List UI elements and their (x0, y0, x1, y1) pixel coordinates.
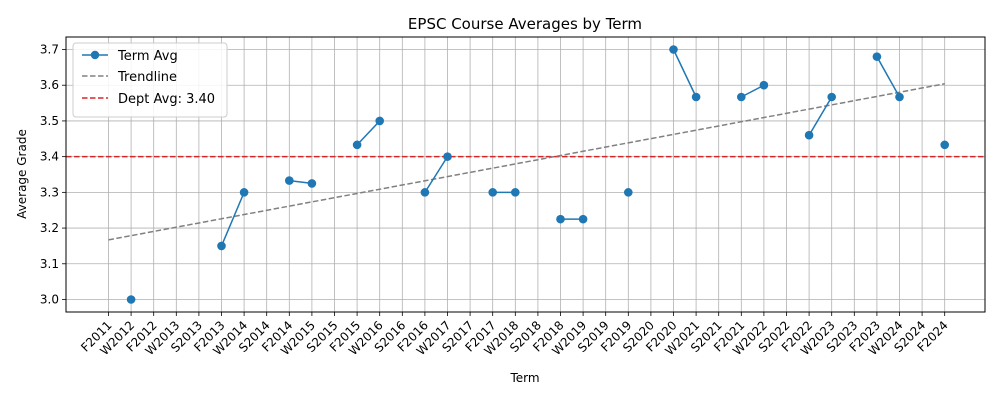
data-point (511, 188, 520, 197)
data-point (217, 241, 226, 251)
data-point (239, 188, 249, 197)
data-point (578, 214, 588, 224)
data-point (827, 92, 836, 102)
y-tick-label: 3.4 (40, 150, 59, 164)
plot-frame (65, 36, 986, 313)
data-point (895, 92, 904, 102)
data-point (872, 52, 882, 61)
series-layer (126, 45, 949, 304)
data-point (624, 188, 633, 197)
data-point (488, 188, 498, 197)
y-tick-label: 3.3 (40, 185, 59, 199)
data-point (307, 179, 317, 188)
data-point (556, 214, 565, 224)
data-point (285, 176, 294, 185)
y-axis-label: Average Grade (15, 129, 29, 219)
series-line (808, 96, 833, 136)
y-tick-label: 3.1 (40, 257, 59, 271)
legend-trendline-label: Trendline (117, 70, 177, 85)
legend-term-avg-marker (90, 50, 100, 60)
data-point (940, 140, 949, 150)
y-ticks: 3.0 3.1 3.2 3.3 3.4 3.5 3.6 3.7 (40, 43, 66, 307)
data-point (759, 80, 769, 90)
y-tick-label: 3.2 (40, 221, 59, 235)
data-point (691, 92, 701, 102)
data-point (804, 130, 814, 140)
trendline (108, 83, 945, 241)
series-line (220, 192, 245, 247)
series-line (876, 56, 901, 98)
chart-title: EPSC Course Averages by Term (408, 15, 642, 33)
legend-term-avg-label: Term Avg (117, 49, 178, 64)
legend: Term Avg Trendline Dept Avg: 3.40 (72, 42, 228, 118)
data-point (126, 295, 136, 304)
data-point (669, 45, 678, 54)
y-tick-label: 3.7 (40, 43, 59, 57)
y-tick-label: 3.5 (40, 114, 59, 128)
data-point (737, 92, 746, 102)
legend-dept-avg-label: Dept Avg: 3.40 (118, 92, 215, 107)
data-point (375, 116, 385, 126)
series-line (424, 156, 449, 193)
data-point (352, 140, 362, 150)
y-tick-label: 3.0 (40, 293, 59, 307)
x-axis-label: Term (509, 371, 539, 385)
series-line (356, 120, 381, 146)
series-line (672, 49, 697, 98)
trend-layer (108, 83, 945, 241)
legend-box (72, 42, 228, 118)
data-point (443, 152, 452, 161)
y-tick-label: 3.6 (40, 78, 59, 92)
data-point (420, 188, 430, 197)
